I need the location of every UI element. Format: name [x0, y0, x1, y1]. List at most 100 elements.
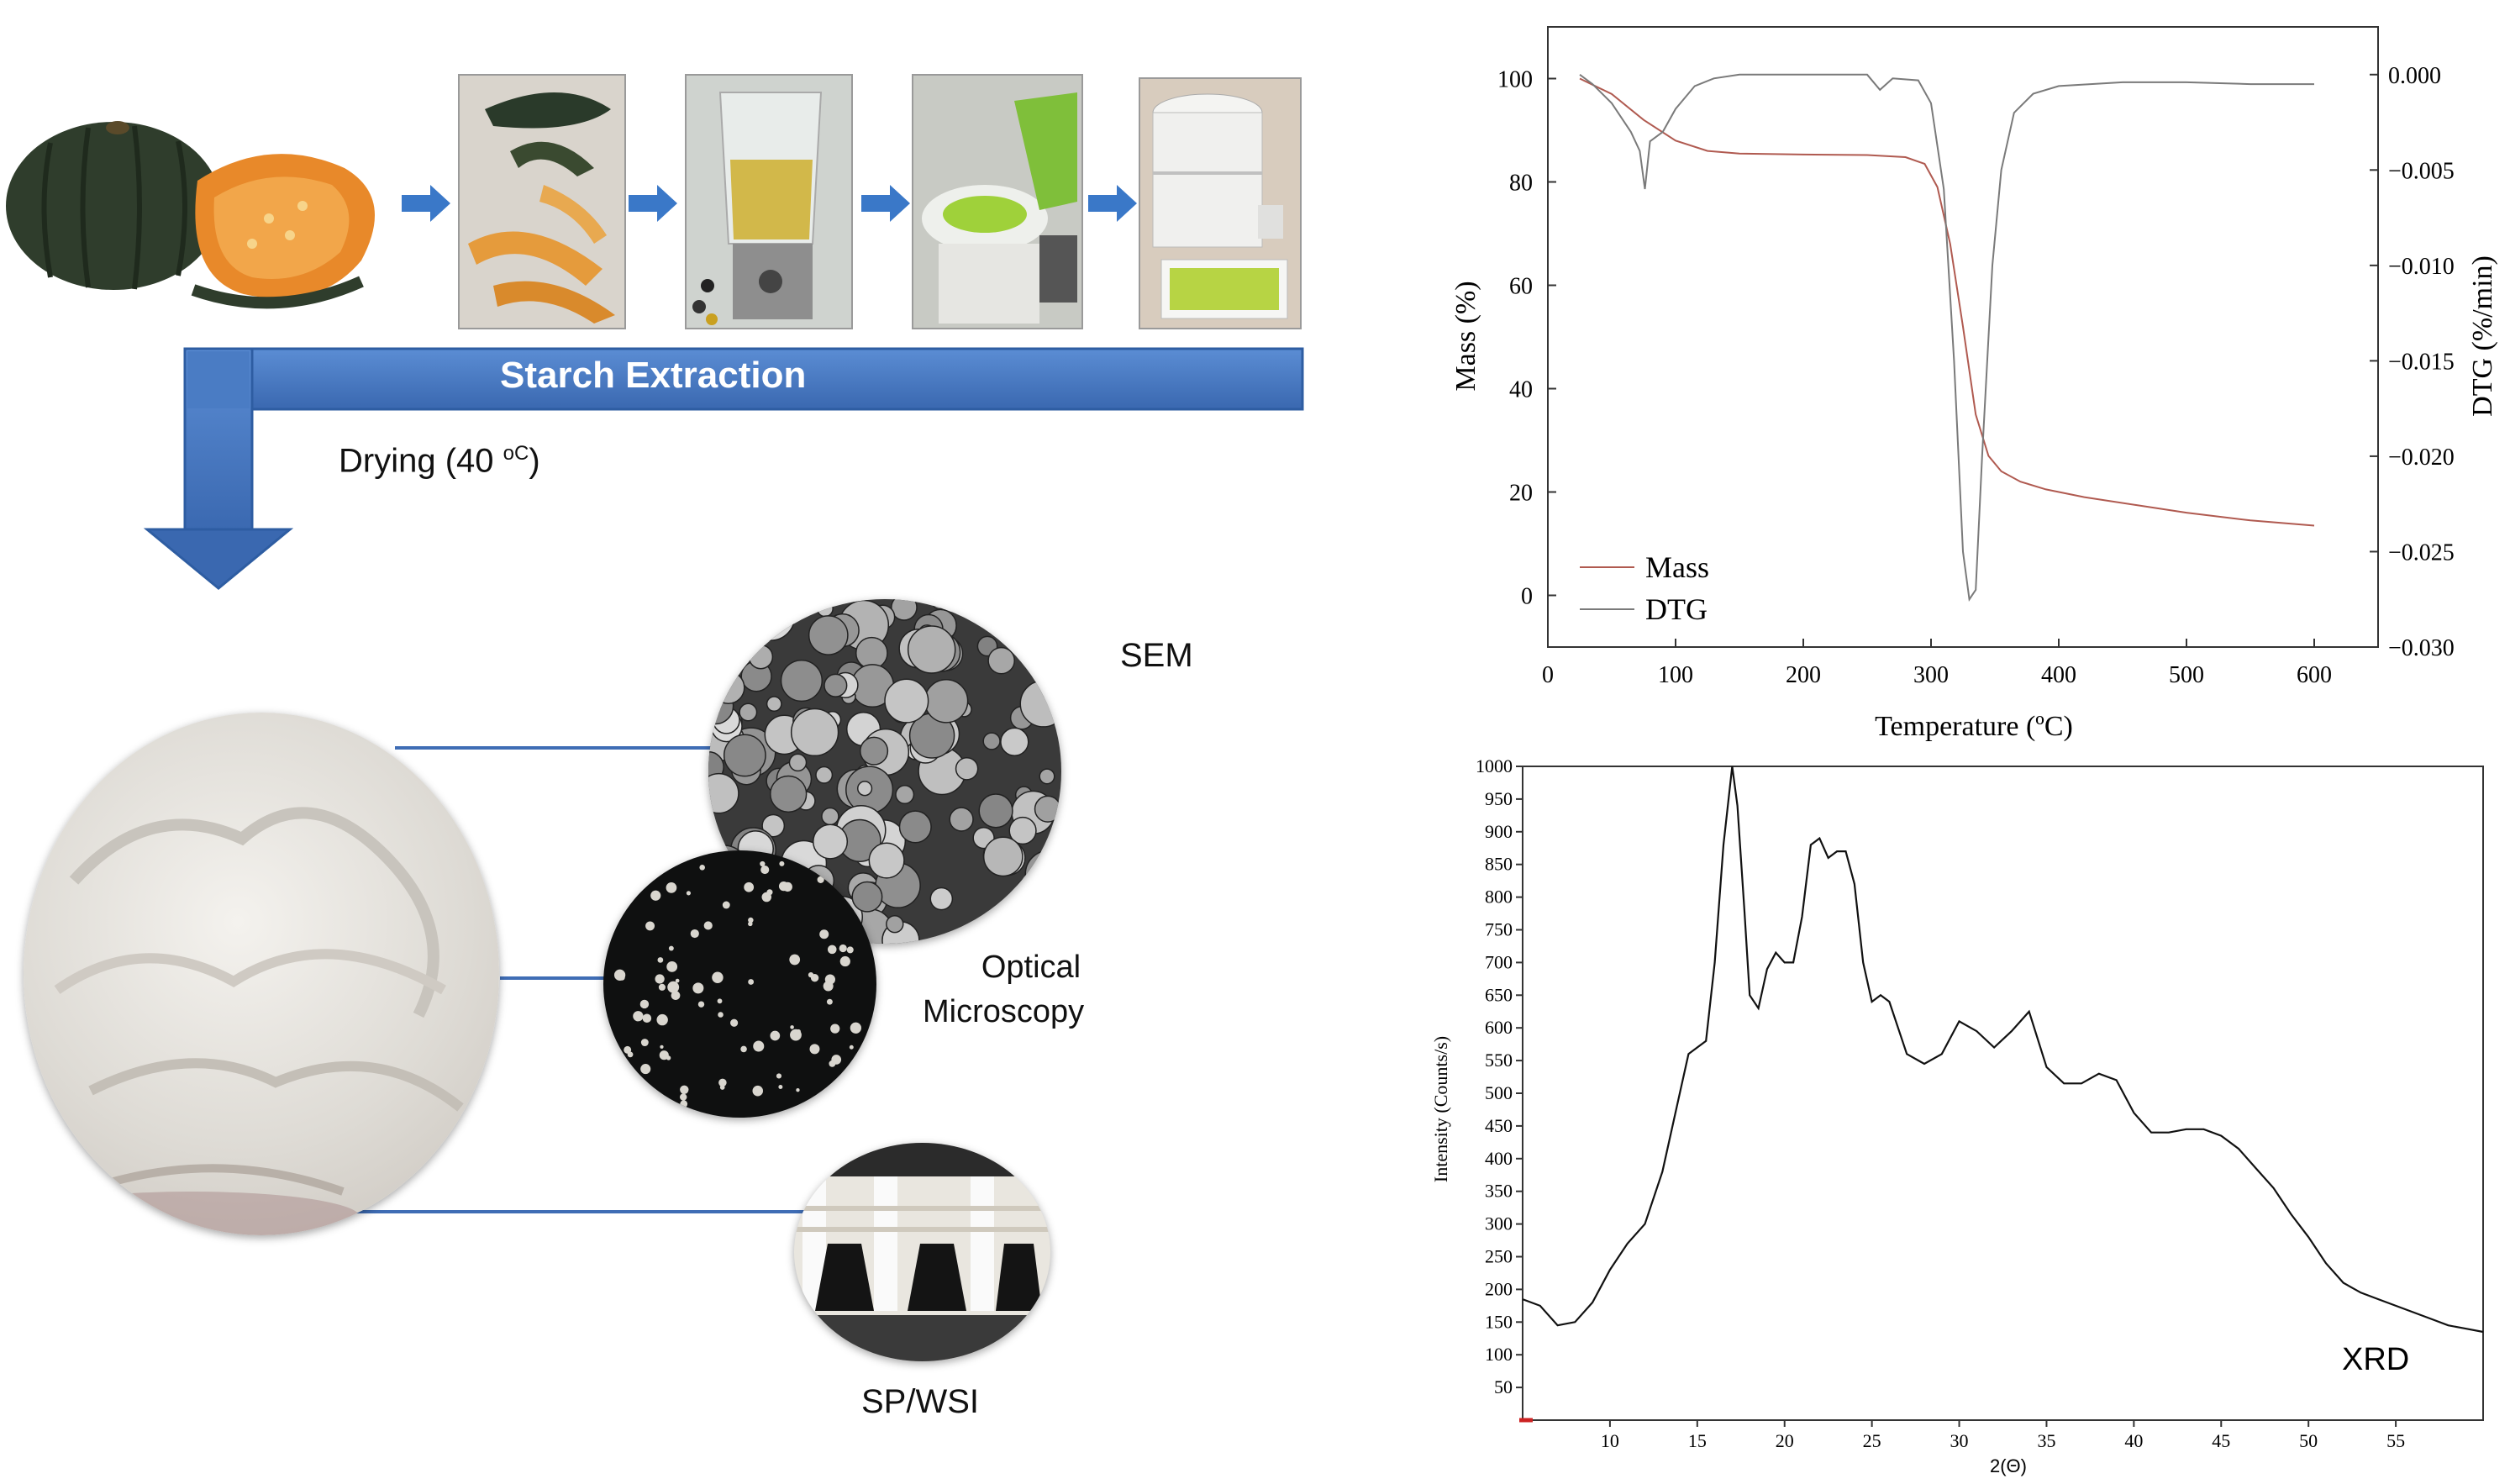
granule-dot	[748, 979, 755, 985]
tga-y2-tick-label: 0.000	[2388, 63, 2441, 89]
starch-granule	[868, 842, 905, 879]
granule-dot	[856, 1083, 861, 1089]
starch-granule	[748, 644, 774, 670]
granule-dot	[717, 998, 723, 1004]
step-arrow-icon	[402, 185, 450, 222]
granule-dot	[699, 865, 705, 871]
starch-granule	[931, 599, 948, 610]
step-arrow-icon	[861, 185, 910, 222]
tga-plot-frame	[1547, 26, 2379, 648]
granule-dot	[651, 894, 658, 901]
starch-granule	[1007, 911, 1036, 940]
optical-label-line1: Optical	[981, 950, 1081, 985]
starch-extraction-arrow	[143, 347, 1304, 590]
starch-granule	[708, 632, 738, 673]
starch-granule	[712, 671, 745, 704]
starch-granule	[1038, 895, 1061, 919]
granule-dot	[648, 866, 655, 872]
tga-y2-tick-label: −0.010	[2388, 254, 2455, 280]
xrd-y-tick-label: 800	[1485, 887, 1513, 908]
granule-dot	[753, 1040, 765, 1052]
granule-dot	[613, 969, 626, 981]
tga-y-tick-label: 0	[1521, 584, 1533, 610]
tga-series-dtg	[1579, 73, 2314, 602]
tga-y-tick-label: 100	[1497, 67, 1533, 93]
starch-granule	[898, 810, 932, 844]
granule-dot	[640, 1039, 649, 1047]
starch-granule	[1024, 850, 1061, 899]
starch-granule	[891, 599, 918, 621]
tga-x-tick-label: 0	[1542, 662, 1554, 688]
granule-dot	[790, 1025, 794, 1029]
starch-granule	[895, 785, 915, 805]
starch-granule	[1008, 816, 1037, 845]
filtering-photo	[912, 74, 1083, 329]
granule-dot	[641, 861, 652, 872]
starch-granule	[1000, 727, 1029, 756]
xrd-y-axis-title: Intensity (Counts/s)	[1430, 1036, 1451, 1182]
granule-dot	[640, 1064, 651, 1075]
starch-granule	[708, 772, 739, 814]
granule-dot	[839, 955, 850, 967]
starch-granule	[723, 734, 766, 777]
tga-y-tick-label: 80	[1509, 171, 1533, 197]
granule-dot	[666, 881, 677, 893]
granule-dot	[849, 1045, 854, 1050]
granule-dot	[819, 929, 829, 939]
granule-dot	[655, 974, 665, 984]
tga-x-axis-title: Temperature (ºC)	[1875, 711, 2073, 742]
granule-dot	[680, 1085, 689, 1094]
xrd-lines	[1522, 766, 2484, 1334]
xrd-y-tick-label: 650	[1485, 984, 1513, 1005]
granule-dot	[613, 881, 622, 891]
granule-dot	[850, 1022, 862, 1034]
xrd-y-tick-label: 600	[1485, 1017, 1513, 1038]
granule-dot	[831, 1055, 842, 1065]
starch-granule	[744, 599, 791, 624]
granule-dot	[808, 971, 814, 978]
tga-x-tick-label: 200	[1786, 662, 1821, 688]
tga-x-tick-label: 300	[1913, 662, 1949, 688]
granule-dot	[796, 1029, 801, 1034]
xrd-y-tick-label: 100	[1485, 1344, 1513, 1365]
starch-granule	[761, 813, 786, 838]
tga-y-tick-label: 60	[1509, 274, 1533, 300]
step-arrow-icon	[1088, 185, 1137, 222]
starch-granule	[788, 753, 808, 772]
granule-dot	[730, 1018, 739, 1027]
xrd-y-tick-label: 950	[1485, 788, 1513, 809]
starch-granule	[739, 703, 758, 722]
starch-granule	[856, 781, 873, 797]
tga-y2-tick-label: −0.020	[2388, 445, 2455, 471]
starch-granule	[824, 673, 848, 697]
granule-dot	[692, 982, 704, 994]
legend-label-mass: Mass	[1645, 550, 1709, 584]
tga-lines	[1579, 73, 2315, 602]
tga-y-tick-label: 40	[1509, 377, 1533, 403]
xrd-annotation: XRD	[2342, 1342, 2409, 1377]
starch-granule	[955, 756, 979, 781]
starch-granule	[770, 775, 808, 813]
tga-y2-axis-title: DTG (%/min)	[2467, 255, 2498, 417]
granule-dot	[624, 1045, 632, 1054]
xrd-x-tick-label: 20	[1776, 1430, 1794, 1451]
sp-wsi-photo	[794, 1143, 1050, 1361]
granule-dot	[656, 1013, 668, 1026]
starch-granule	[860, 736, 889, 766]
granule-dot	[809, 1044, 820, 1055]
starch-granule	[780, 659, 824, 703]
starch-granule	[821, 807, 839, 826]
granule-dot	[666, 960, 678, 972]
sem-label: SEM	[1120, 637, 1193, 674]
xrd-y-tick-label: 1000	[1476, 756, 1513, 776]
starch-granule	[1019, 680, 1061, 728]
tga-x-tick-label: 400	[2041, 662, 2076, 688]
granule-dot	[760, 866, 770, 875]
granule-dot	[719, 1085, 725, 1090]
starch-granule	[766, 696, 782, 713]
granule-dot	[796, 1088, 800, 1092]
xrd-series	[1522, 766, 2484, 1334]
starch-granule	[745, 599, 796, 641]
granule-dot	[718, 1012, 724, 1018]
granule-dot	[639, 999, 650, 1009]
